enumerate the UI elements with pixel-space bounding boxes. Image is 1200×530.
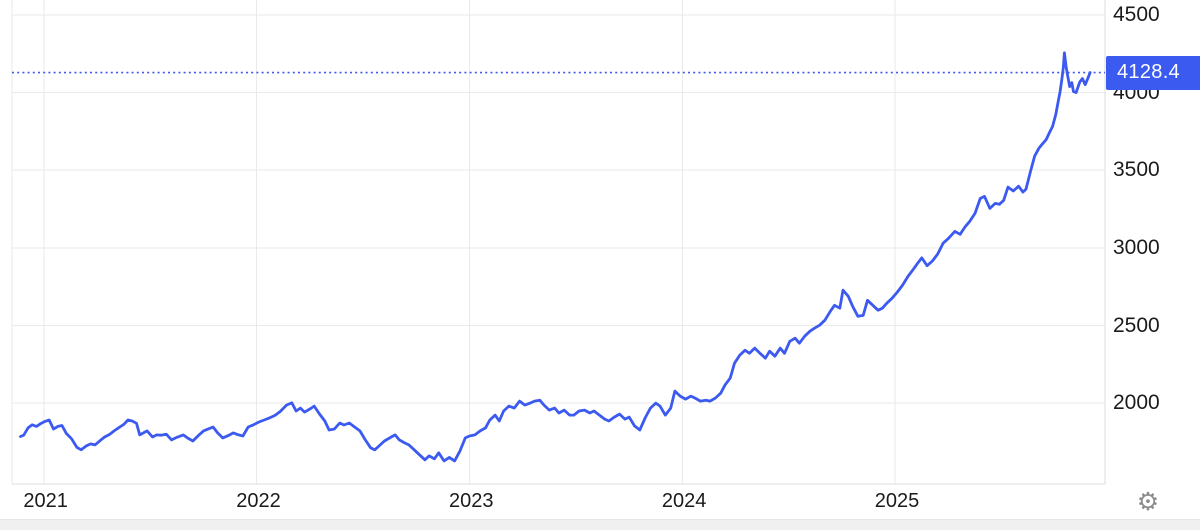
price-axis-label: 2500 — [1113, 313, 1160, 337]
current-price-value: 4128.4 — [1117, 61, 1180, 84]
price-axis-label: 3000 — [1113, 235, 1160, 259]
price-axis-label: 2000 — [1113, 391, 1160, 415]
time-axis-label: 2025 — [874, 490, 920, 512]
current-price-badge: 4128.4 — [1106, 55, 1200, 90]
settings-gear-icon[interactable]: ⚙ — [1136, 488, 1160, 516]
time-axis-label: 2022 — [236, 490, 281, 512]
range-selector-strip[interactable] — [0, 519, 1200, 530]
price-line-series — [19, 51, 1092, 463]
time-axis-label: 2021 — [23, 490, 68, 512]
price-axis-label: 3500 — [1113, 158, 1160, 182]
time-axis-label: 2024 — [661, 490, 707, 512]
time-axis-label: 2023 — [449, 490, 494, 512]
price-axis-label: 4500 — [1113, 2, 1160, 26]
